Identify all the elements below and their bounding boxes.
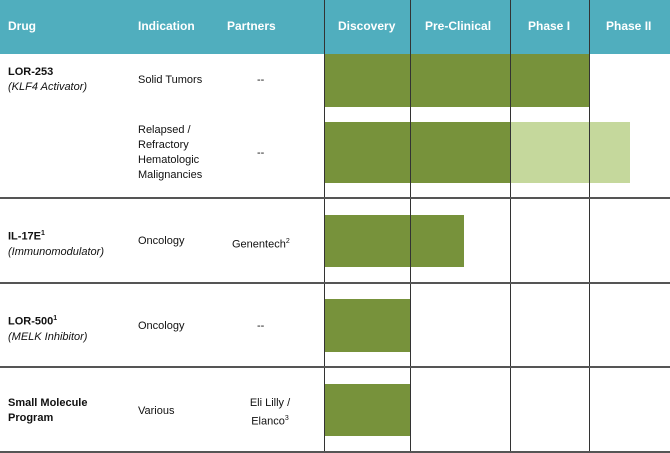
progress-bar-completed xyxy=(324,384,410,436)
drug-cell: LOR-253 (KLF4 Activator) xyxy=(8,65,87,95)
drug-cell: LOR-5001 (MELK Inhibitor) xyxy=(8,311,87,345)
indication: Oncology xyxy=(138,235,185,247)
drug-subtitle: (MELK Inhibitor) xyxy=(8,330,88,343)
row-divider xyxy=(0,451,670,453)
indication: Solid Tumors xyxy=(138,74,203,86)
progress-bar-completed xyxy=(324,299,410,352)
progress-bar-completed xyxy=(324,215,464,267)
progress-bar-completed xyxy=(324,54,589,107)
column-divider xyxy=(410,0,411,453)
partner-cell: Eli Lilly / Elanco3 xyxy=(240,396,300,430)
header-bar xyxy=(0,0,670,54)
progress-bar-in-progress xyxy=(510,122,630,183)
drug-name: IL-17E xyxy=(8,230,42,243)
indication: Oncology xyxy=(138,320,185,332)
partner-cell: Genentech2 xyxy=(232,234,290,253)
column-divider xyxy=(324,0,325,453)
drug-cell: IL-17E1 (Immunomodulator) xyxy=(8,226,104,260)
header-phase-2: Phase II xyxy=(606,19,652,33)
header-partners: Partners xyxy=(227,19,276,33)
footnote-mark: 3 xyxy=(284,415,289,422)
partner: -- xyxy=(257,74,265,86)
row-divider xyxy=(0,197,670,199)
footnote-mark: 2 xyxy=(285,238,290,245)
drug-subtitle: (KLF4 Activator) xyxy=(8,81,88,93)
row-divider xyxy=(0,282,670,284)
column-divider xyxy=(510,0,511,453)
indication: Various xyxy=(138,405,175,417)
header-drug: Drug xyxy=(8,19,36,33)
footnote-mark: 1 xyxy=(53,315,58,322)
header-indication: Indication xyxy=(138,19,195,33)
row-divider xyxy=(0,366,670,368)
drug-name: LOR-500 xyxy=(8,315,54,328)
header-phase-1: Phase I xyxy=(528,19,571,33)
partner: Genentech xyxy=(232,238,286,251)
drug-subtitle: (Immunomodulator) xyxy=(8,245,104,258)
progress-bar-completed xyxy=(324,122,510,183)
partner: -- xyxy=(257,147,265,159)
column-divider xyxy=(589,0,590,453)
footnote-mark: 1 xyxy=(41,230,45,237)
partner: -- xyxy=(257,320,265,332)
header-discovery: Discovery xyxy=(338,19,396,33)
partner: Eli Lilly / Elanco xyxy=(249,397,291,428)
drug-name: LOR-253 xyxy=(8,66,54,78)
drug-name: Small Molecule Program xyxy=(8,397,88,424)
header-pre-clinical: Pre-Clinical xyxy=(425,19,492,33)
indication: Relapsed / Refractory Hematologic Malign… xyxy=(138,124,203,181)
